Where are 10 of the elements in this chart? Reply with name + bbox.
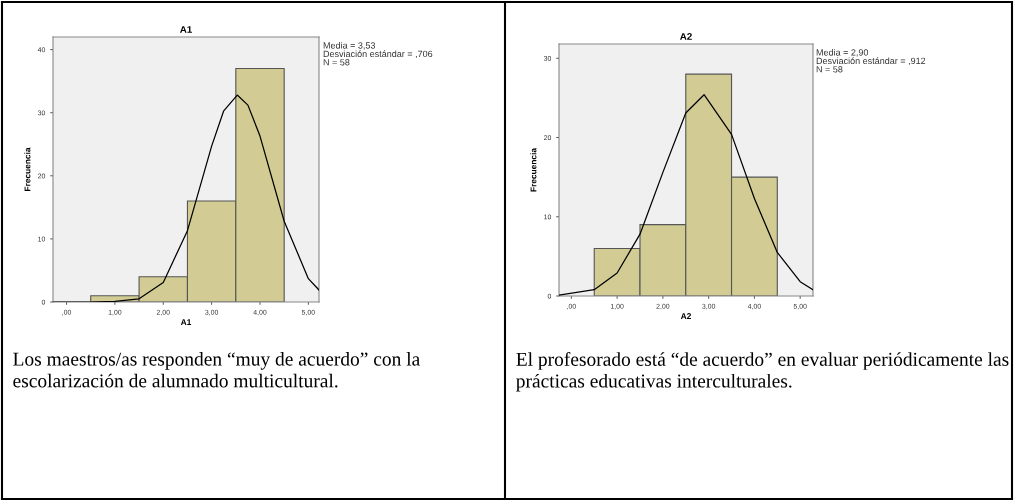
text: Media = 2,90 Desviación estándar = ,912 N = 58 <box>816 49 926 73</box>
x-axis-title: A1 <box>180 319 192 325</box>
text: Media = 3,53 Desviación estándar = ,706 N = 58 <box>323 42 433 66</box>
y-axis-title: Frecuencia <box>530 147 537 192</box>
text: El profesorado está “de acuerdo” en evaluar periódicamente las prácticas educativas interculturales. <box>516 352 1009 392</box>
chart-title: A1 <box>180 26 192 33</box>
chart-title: A2 <box>680 33 692 40</box>
text: Los maestros/as responden “muy de acuerdo” con la escolarización de alumnado multicultural. <box>13 352 420 388</box>
x-axis-title: A2 <box>680 313 691 319</box>
y-axis-title: Frecuencia <box>24 147 31 191</box>
